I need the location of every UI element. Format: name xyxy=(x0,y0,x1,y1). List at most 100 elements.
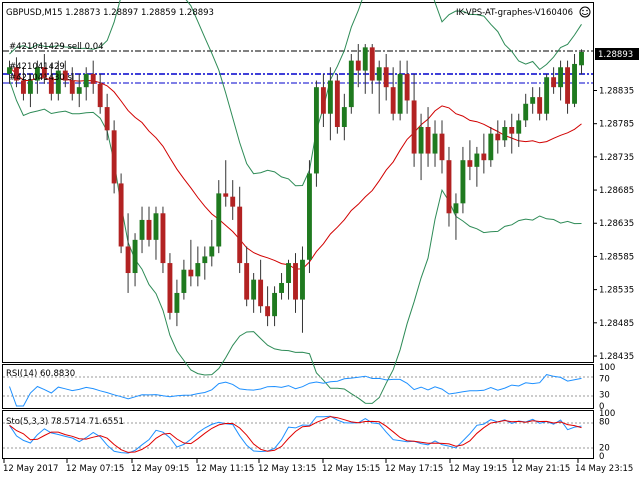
candle-body xyxy=(390,87,396,114)
candle-body xyxy=(362,47,368,71)
candle-body xyxy=(223,193,229,197)
candle-body xyxy=(383,67,389,88)
candle-body xyxy=(202,256,208,264)
candle-body xyxy=(174,292,180,313)
rsi-line xyxy=(9,374,582,407)
candle-body xyxy=(104,107,110,131)
candle-body xyxy=(474,153,480,167)
candle-body xyxy=(432,133,438,154)
candle-body xyxy=(76,87,82,94)
candle-body xyxy=(27,80,33,94)
ea-name: IK-VPS-AT-graphes-V160406 xyxy=(456,8,573,18)
candle-body xyxy=(195,263,201,277)
candle-body xyxy=(132,239,138,274)
candle-body xyxy=(565,67,571,104)
candle-body xyxy=(516,120,522,134)
candle-body xyxy=(348,60,354,108)
candle-body xyxy=(209,246,215,257)
order-label-sl[interactable]: #421041430 sl xyxy=(9,73,74,83)
candle-body xyxy=(509,127,515,134)
candle-body xyxy=(411,100,417,154)
candle-body xyxy=(369,47,375,81)
candle-body xyxy=(7,67,12,74)
price-tick-label: 1.28685 xyxy=(599,186,634,196)
rsi-pane-border xyxy=(2,364,594,409)
rsi-level-label: 0 xyxy=(599,402,604,412)
candle-body xyxy=(355,60,361,71)
main-pane-border xyxy=(2,2,594,363)
stoch-main-line xyxy=(9,415,582,454)
stoch-pane-border xyxy=(2,410,594,459)
candle-body xyxy=(83,73,89,88)
candle-body xyxy=(439,133,445,161)
time-tick-label: 12 May 19:15 xyxy=(449,464,507,474)
candle-body xyxy=(125,246,131,274)
candle-body xyxy=(530,97,536,104)
time-tick-label: 12 May 09:15 xyxy=(131,464,189,474)
candle-body xyxy=(286,263,291,283)
price-tick-label: 1.28585 xyxy=(599,252,634,262)
candle-body xyxy=(20,80,26,94)
candle-body xyxy=(537,97,543,114)
candle-body xyxy=(502,127,508,141)
candle-body xyxy=(258,279,264,307)
candle-body xyxy=(216,193,222,247)
candle-body xyxy=(523,103,529,121)
candles-group xyxy=(7,44,584,333)
price-tick-label: 1.28635 xyxy=(599,219,634,229)
candle-body xyxy=(181,269,187,293)
time-tick-label: 14 May 23:15 xyxy=(575,464,633,474)
candle-body xyxy=(244,263,250,300)
candle-body xyxy=(313,87,319,174)
time-axis: 12 May 2017 12 May 07:15 12 May 09:15 12 Ma… xyxy=(3,459,633,474)
stoch-level-label: 80 xyxy=(599,418,610,428)
price-tick-label: 1.28485 xyxy=(599,319,634,329)
candle-body xyxy=(90,73,96,84)
candle-body xyxy=(69,80,75,94)
candle-body xyxy=(446,160,452,214)
candle-body xyxy=(167,263,173,313)
time-tick-label: 12 May 2017 xyxy=(3,464,58,474)
candle-body xyxy=(320,87,326,114)
order-label-ticket[interactable]: #421041429 xyxy=(9,62,65,72)
stoch-level-label: 0 xyxy=(599,452,604,462)
candle-body xyxy=(341,107,347,128)
candle-body xyxy=(188,269,194,277)
time-tick-label: 12 May 15:15 xyxy=(322,464,380,474)
candle-body xyxy=(34,67,40,81)
candle-body xyxy=(251,279,257,300)
price-tick-label: 1.28735 xyxy=(599,153,634,163)
time-tick-label: 12 May 21:15 xyxy=(512,464,570,474)
candle-body xyxy=(160,213,166,264)
candle-body xyxy=(495,133,501,141)
rsi-axis: 100 70 30 0 xyxy=(599,363,615,412)
candle-body xyxy=(425,127,431,154)
candle-body xyxy=(230,196,236,207)
order-label-sell[interactable]: #421041429 sell 0.04 xyxy=(9,42,104,52)
rsi-label: RSI(14) 60.8830 xyxy=(6,369,75,379)
candle-body xyxy=(481,153,487,161)
stoch-label: Sto(5,3,3) 78.5714 71.6551 xyxy=(6,417,124,427)
price-tick-label: 1.28785 xyxy=(599,120,634,130)
candle-body xyxy=(111,130,117,184)
candle-body xyxy=(139,219,145,240)
time-tick-label: 12 May 11:15 xyxy=(196,464,254,474)
candle-body xyxy=(558,67,564,88)
price-tick-label: 1.28435 xyxy=(599,352,634,362)
current-price-label: 1.28893 xyxy=(598,50,633,60)
band-upper xyxy=(9,0,582,187)
time-tick-label: 12 May 17:15 xyxy=(385,464,443,474)
time-tick-label: 12 May 07:15 xyxy=(66,464,124,474)
candle-body xyxy=(397,73,403,114)
candle-body xyxy=(453,203,459,214)
candle-body xyxy=(488,133,494,161)
stoch-level-label: 20 xyxy=(599,443,610,453)
price-tick-label: 1.28535 xyxy=(599,286,634,296)
candle-body xyxy=(334,80,340,128)
candle-body xyxy=(327,80,333,114)
symbol-info: GBPUSD,M15 1.28873 1.28897 1.28859 1.288… xyxy=(6,8,214,18)
candle-body xyxy=(265,306,271,317)
